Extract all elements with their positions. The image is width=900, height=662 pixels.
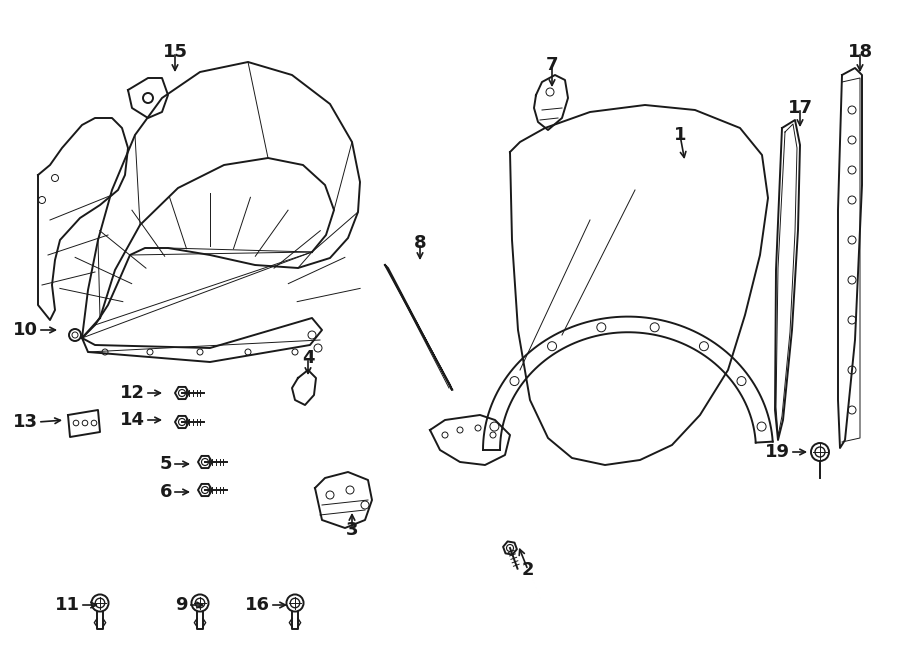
Text: 7: 7 bbox=[545, 56, 558, 74]
Text: 18: 18 bbox=[848, 43, 873, 61]
Text: 9: 9 bbox=[176, 596, 188, 614]
Text: 19: 19 bbox=[765, 443, 790, 461]
Text: 8: 8 bbox=[414, 234, 427, 252]
Text: 11: 11 bbox=[55, 596, 80, 614]
Polygon shape bbox=[68, 410, 100, 437]
Text: 14: 14 bbox=[120, 411, 145, 429]
Text: 16: 16 bbox=[245, 596, 270, 614]
Text: 17: 17 bbox=[788, 99, 813, 117]
Text: 2: 2 bbox=[522, 561, 535, 579]
Text: 3: 3 bbox=[346, 521, 358, 539]
Text: 6: 6 bbox=[159, 483, 172, 501]
Text: 13: 13 bbox=[13, 413, 38, 431]
Text: 4: 4 bbox=[302, 349, 314, 367]
Text: 15: 15 bbox=[163, 43, 187, 61]
Text: 12: 12 bbox=[120, 384, 145, 402]
Text: 1: 1 bbox=[674, 126, 686, 144]
Polygon shape bbox=[385, 265, 452, 390]
Text: 5: 5 bbox=[159, 455, 172, 473]
Text: 10: 10 bbox=[13, 321, 38, 339]
